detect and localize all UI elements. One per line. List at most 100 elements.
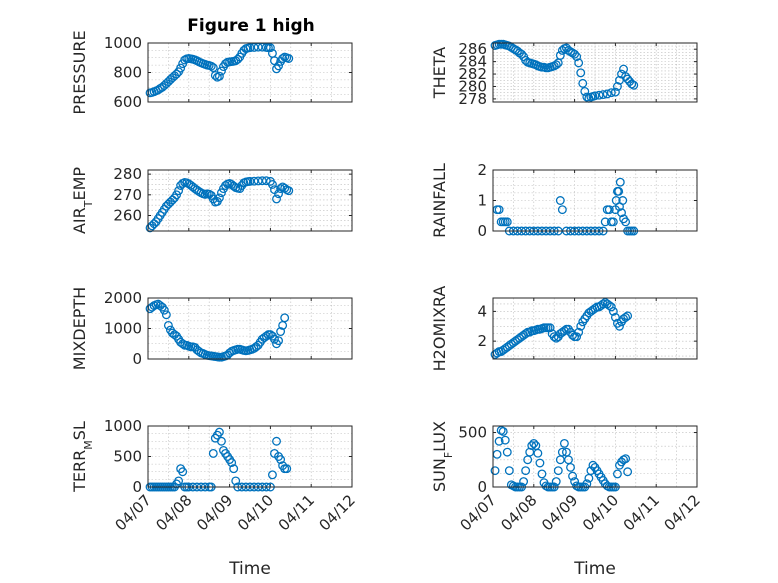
- data-point: [570, 49, 580, 59]
- x-tick-label: 04/10: [234, 491, 277, 534]
- data-point: [231, 476, 241, 486]
- y-tick-label: 1000: [104, 34, 142, 52]
- data-point: [604, 300, 614, 310]
- subplot-air_temp: 260 270 280 AIRTEMP: [70, 165, 353, 234]
- data-point: [176, 63, 186, 73]
- data-point: [529, 438, 539, 448]
- data-point: [521, 466, 531, 476]
- y-tick-label: 1000: [104, 320, 142, 338]
- data-point: [267, 180, 277, 189]
- y-axis-label: SUNFLUX: [430, 421, 455, 492]
- data-point: [533, 448, 543, 458]
- subplot-pressure: 600 800 1000 PRESSURE: [70, 30, 353, 115]
- x-tick-label: 04/07: [112, 491, 155, 534]
- data-point: [615, 321, 624, 331]
- y-axis-label: RAINFALL: [430, 163, 449, 238]
- data-point: [270, 334, 279, 344]
- data-point: [227, 458, 237, 468]
- data-point: [572, 52, 582, 62]
- data-point: [272, 194, 281, 204]
- data-point: [537, 469, 547, 479]
- data-point: [612, 82, 622, 91]
- data-point: [606, 88, 616, 98]
- data-point: [174, 186, 184, 196]
- data-point: [610, 312, 620, 322]
- data-point: [261, 331, 271, 341]
- y-axis-label: H2OMIXRA: [430, 286, 449, 372]
- data-point: [174, 476, 184, 486]
- data-point: [580, 86, 590, 96]
- data-point: [517, 49, 527, 59]
- x-tick-label: 04/08: [152, 491, 195, 534]
- data-point: [208, 63, 218, 73]
- data-point: [551, 60, 561, 70]
- y-tick-label: 800: [113, 64, 142, 82]
- x-tick-label: 04/12: [661, 491, 704, 534]
- axes-frame: [147, 42, 353, 103]
- data-point: [280, 313, 290, 323]
- y-tick-label: 1000: [104, 417, 142, 435]
- data-point: [161, 310, 171, 320]
- data-point: [216, 188, 226, 198]
- data-point: [629, 80, 639, 90]
- data-point: [267, 470, 277, 480]
- y-tick-label: 600: [113, 93, 142, 111]
- y-tick-label: 284: [458, 53, 487, 71]
- data-point: [559, 438, 569, 448]
- data-point: [276, 455, 286, 464]
- data-point: [621, 217, 631, 227]
- data-point: [500, 435, 510, 445]
- y-tick-label: 4: [477, 302, 487, 320]
- data-point: [617, 208, 626, 218]
- data-point: [276, 327, 286, 336]
- data-point: [210, 70, 220, 80]
- data-point: [574, 58, 584, 68]
- y-tick-label: 0: [477, 222, 487, 240]
- x-tick-label: 04/09: [193, 491, 236, 534]
- y-axis-label: MIXDEPTH: [70, 287, 89, 370]
- data-point: [598, 90, 608, 99]
- data-point: [590, 91, 600, 101]
- data-point: [206, 61, 216, 71]
- x-tick-label: 04/07: [457, 491, 500, 534]
- data-point: [582, 92, 592, 102]
- data-point: [494, 436, 504, 446]
- data-point: [221, 59, 230, 69]
- data-point: [621, 312, 631, 322]
- axes-frame: [492, 297, 698, 360]
- data-point: [535, 458, 545, 468]
- data-point: [618, 196, 628, 205]
- axes-frame: [147, 169, 353, 232]
- data-point: [602, 89, 612, 99]
- y-tick-label: 0: [132, 350, 142, 368]
- y-tick-label: 1: [477, 192, 487, 210]
- x-tick-label: 04/09: [538, 491, 581, 534]
- axes-frame: [492, 169, 698, 232]
- data-point: [276, 184, 286, 194]
- data-point: [555, 50, 565, 60]
- subplot-rainfall: 0 1 2 RAINFALL: [430, 161, 698, 240]
- y-tick-label: 2: [477, 161, 487, 179]
- data-point: [214, 427, 224, 437]
- data-point: [502, 217, 512, 227]
- data-point: [519, 477, 529, 487]
- data-point: [274, 189, 284, 199]
- data-point: [582, 479, 592, 489]
- data-point: [494, 205, 504, 215]
- data-point: [490, 466, 500, 476]
- x-tick-label: 04/11: [620, 491, 663, 534]
- data-point: [606, 302, 616, 312]
- y-tick-label: 260: [113, 206, 142, 224]
- data-point: [551, 477, 561, 487]
- axes-frame: [147, 297, 353, 360]
- y-tick-label: 500: [458, 424, 487, 442]
- data-point: [578, 78, 588, 88]
- x-tick-label: 04/12: [316, 491, 359, 534]
- y-tick-label: 0: [132, 478, 142, 496]
- data-point: [163, 321, 173, 330]
- data-point: [557, 447, 567, 457]
- data-point: [527, 441, 537, 451]
